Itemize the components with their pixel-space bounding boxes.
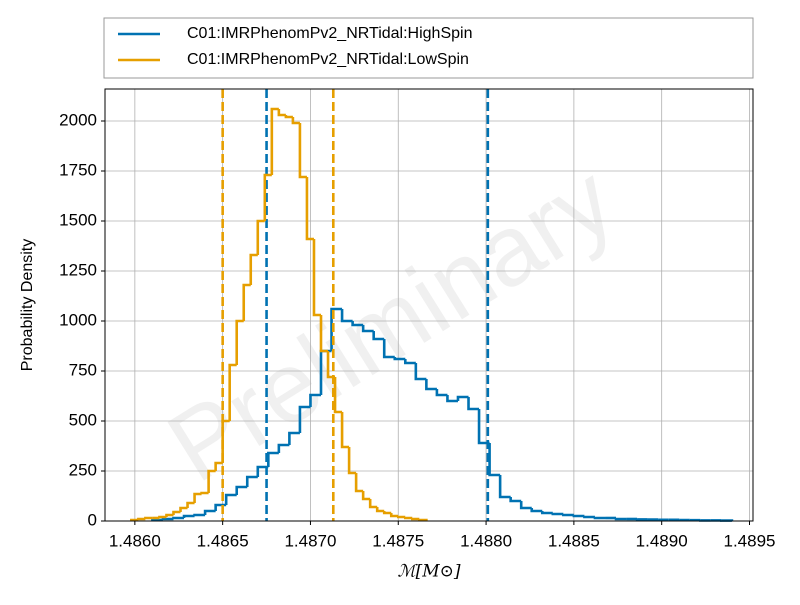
y-tick-label: 250 bbox=[69, 460, 97, 479]
histogram-step bbox=[521, 501, 532, 508]
histogram-step bbox=[437, 389, 448, 395]
histogram-step bbox=[563, 514, 574, 515]
histogram-step bbox=[616, 518, 627, 519]
y-tick-label: 750 bbox=[69, 360, 97, 379]
histogram-step bbox=[184, 516, 195, 518]
histogram-step bbox=[159, 517, 166, 518]
histogram-step bbox=[279, 109, 286, 115]
histogram-step bbox=[286, 115, 293, 117]
histogram-step bbox=[205, 511, 216, 515]
histogram-step bbox=[272, 109, 279, 175]
histogram-step bbox=[500, 475, 511, 497]
histogram-step bbox=[490, 443, 501, 475]
histogram-step bbox=[244, 285, 251, 321]
histogram-step bbox=[398, 516, 405, 517]
histogram-step bbox=[412, 518, 419, 519]
y-tick-label: 1000 bbox=[59, 310, 97, 329]
histogram-step bbox=[595, 517, 606, 518]
histogram-step bbox=[426, 379, 437, 389]
x-tick-label: 1.4895 bbox=[723, 531, 775, 550]
histogram-step bbox=[469, 397, 480, 409]
x-tick-label: 1.4860 bbox=[109, 531, 161, 550]
histogram-step bbox=[584, 516, 595, 517]
y-tick-label: 2000 bbox=[59, 110, 97, 129]
histogram-step bbox=[532, 508, 543, 511]
histogram-step bbox=[216, 505, 227, 511]
histogram-step bbox=[458, 397, 469, 401]
histogram-step bbox=[511, 497, 522, 501]
histogram-step bbox=[447, 395, 458, 401]
histogram-step bbox=[195, 515, 206, 516]
histogram-step bbox=[258, 221, 265, 255]
histogram-step bbox=[356, 473, 363, 491]
x-tick-label: 1.4865 bbox=[197, 531, 249, 550]
histogram-step bbox=[377, 507, 384, 511]
histogram-step bbox=[202, 493, 209, 494]
histogram-step bbox=[542, 511, 553, 513]
histogram-step bbox=[405, 517, 412, 518]
y-tick-label: 1750 bbox=[59, 160, 97, 179]
histogram-step bbox=[384, 511, 391, 513]
y-tick-label: 0 bbox=[88, 510, 97, 529]
y-tick-label: 1500 bbox=[59, 210, 97, 229]
histogram-step bbox=[265, 175, 272, 221]
histogram-step bbox=[173, 518, 184, 519]
histogram-step bbox=[173, 512, 180, 515]
histogram-step bbox=[363, 491, 370, 499]
histogram-step bbox=[370, 499, 377, 507]
histogram-step bbox=[574, 515, 585, 516]
x-tick-label: 1.4890 bbox=[636, 531, 688, 550]
histogram-step bbox=[293, 117, 300, 123]
histogram-step bbox=[163, 519, 174, 520]
y-axis-label: Probability Density bbox=[19, 239, 36, 372]
x-tick-label: 1.4880 bbox=[460, 531, 512, 550]
x-tick-label: 1.4870 bbox=[284, 531, 336, 550]
histogram-step bbox=[195, 494, 202, 503]
y-tick-label: 1250 bbox=[59, 260, 97, 279]
histogram-step bbox=[391, 513, 398, 516]
histogram-step bbox=[138, 519, 145, 520]
histogram-step bbox=[226, 495, 237, 505]
legend-label: C01:IMRPhenomPv2_NRTidal:LowSpin bbox=[187, 51, 469, 68]
x-tick-label: 1.4885 bbox=[548, 531, 600, 550]
x-axis-label: ℳ[M⊙] bbox=[397, 562, 460, 582]
histogram-step bbox=[553, 513, 564, 514]
histogram-step bbox=[181, 508, 188, 512]
y-tick-label: 500 bbox=[69, 410, 97, 429]
histogram-step bbox=[349, 447, 356, 473]
legend: C01:IMRPhenomPv2_NRTidal:HighSpin C01:IMR… bbox=[104, 18, 753, 78]
histogram-step bbox=[188, 503, 195, 508]
histogram-step bbox=[251, 255, 258, 285]
legend-label: C01:IMRPhenomPv2_NRTidal:HighSpin bbox=[187, 25, 472, 42]
x-tick-label: 1.4875 bbox=[372, 531, 424, 550]
histogram-step bbox=[145, 518, 152, 519]
histogram-step bbox=[237, 487, 248, 495]
histogram-step bbox=[247, 477, 258, 487]
histogram-step bbox=[300, 123, 307, 177]
